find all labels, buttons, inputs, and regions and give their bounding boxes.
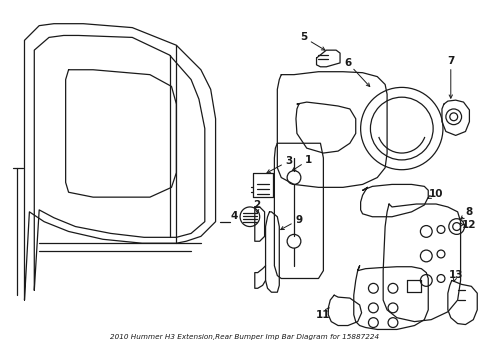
Text: 13: 13 xyxy=(447,270,462,280)
Text: 10: 10 xyxy=(428,189,443,199)
Text: 4: 4 xyxy=(230,211,237,221)
Text: 9: 9 xyxy=(295,215,302,225)
Text: 2010 Hummer H3 Extension,Rear Bumper Imp Bar Diagram for 15887224: 2010 Hummer H3 Extension,Rear Bumper Imp… xyxy=(110,334,378,340)
Text: 3: 3 xyxy=(285,156,292,166)
Text: 2: 2 xyxy=(253,200,260,210)
Text: 8: 8 xyxy=(465,207,472,217)
Text: 11: 11 xyxy=(316,310,330,320)
Text: 1: 1 xyxy=(305,155,312,165)
Text: 6: 6 xyxy=(344,58,351,68)
Text: 5: 5 xyxy=(300,32,307,42)
Text: 12: 12 xyxy=(461,220,476,230)
Text: 7: 7 xyxy=(446,56,453,66)
